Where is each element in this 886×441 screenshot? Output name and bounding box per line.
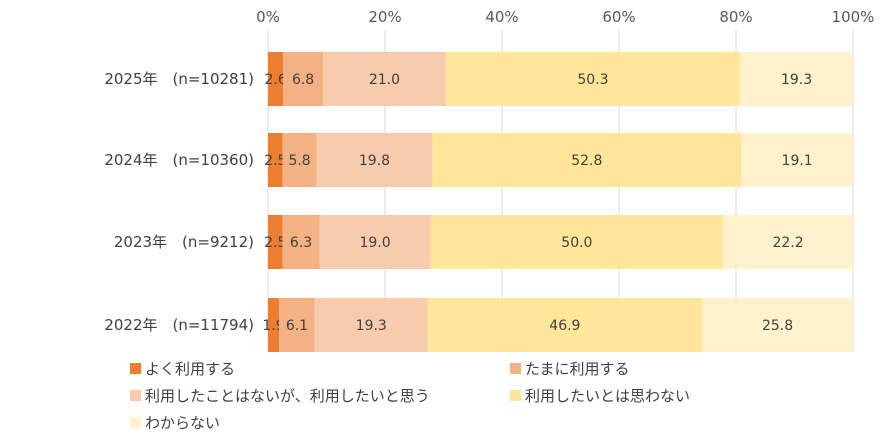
legend-label: よく利用する (145, 360, 235, 378)
data-label: 5.8 (288, 153, 310, 169)
data-label: 6.3 (290, 235, 312, 251)
data-label: 22.2 (772, 235, 803, 251)
bars: 2.6 6.8 21.0 50.3 19.32.5 5.8 19.8 52.8 19.12.5 6… (262, 52, 853, 352)
bar-segment (316, 133, 433, 187)
x-tick-label: 20% (368, 8, 401, 26)
bar-segment (319, 215, 431, 269)
legend-swatch (130, 417, 141, 428)
data-label: 19.3 (356, 318, 387, 334)
bar-segment (430, 215, 724, 269)
category-label: 2022年 (n=11794) (104, 316, 254, 334)
bar-segment (741, 133, 853, 187)
x-tick-label: 60% (602, 8, 635, 26)
bar-segment (268, 133, 283, 187)
data-label: 25.8 (762, 318, 793, 334)
category-label: 2025年 (n=10281) (104, 70, 254, 88)
bar-segment (740, 52, 853, 106)
bar-segment (702, 298, 853, 352)
bar-segment (723, 215, 853, 269)
x-tick-label: 0% (256, 8, 280, 26)
bar-segment (268, 52, 284, 106)
data-label: 2.6 (264, 72, 286, 88)
legend-swatch (130, 363, 141, 374)
legend-swatch (510, 390, 521, 401)
bar-segment (279, 298, 315, 352)
x-tick-label: 80% (719, 8, 752, 26)
bar-segment (314, 298, 428, 352)
legend-label: たまに利用する (525, 360, 630, 378)
data-label: 21.0 (369, 72, 400, 88)
bar-segment (322, 52, 446, 106)
data-label: 46.9 (549, 318, 580, 334)
data-label: 19.0 (359, 235, 390, 251)
x-axis-ticks: 0% 20% 40% 60% 80% 100% (256, 8, 874, 26)
bar-segment (427, 298, 703, 352)
x-tick-label: 100% (832, 8, 875, 26)
data-label: 19.8 (359, 153, 390, 169)
bar-segment (283, 52, 323, 106)
data-label: 52.8 (571, 153, 602, 169)
bar-segment (445, 52, 741, 106)
bar-segment (268, 298, 280, 352)
bar-segment (282, 215, 320, 269)
data-label: 50.3 (577, 72, 608, 88)
legend-label: 利用したいとは思わない (525, 387, 690, 405)
legend-swatch (510, 363, 521, 374)
bar-segment (268, 215, 283, 269)
data-label: 19.3 (781, 72, 812, 88)
bar-segment (282, 133, 317, 187)
data-label: 50.0 (561, 235, 592, 251)
data-label: 6.8 (292, 72, 314, 88)
category-label: 2023年 (n=9212) (114, 233, 254, 251)
category-labels: 2025年 (n=10281) 2024年 (n=10360) 2023年 (n=9… (104, 70, 254, 334)
legend-swatch (130, 390, 141, 401)
data-label: 19.1 (782, 153, 813, 169)
data-label: 2.5 (264, 235, 286, 251)
legend-label: 利用したことはないが、利用したいと思う (145, 387, 430, 405)
legend-label: わからない (145, 414, 220, 432)
data-label: 2.5 (264, 153, 286, 169)
data-label: 6.1 (286, 318, 308, 334)
bar-segment (432, 133, 742, 187)
x-tick-label: 40% (485, 8, 518, 26)
category-label: 2024年 (n=10360) (104, 151, 254, 169)
